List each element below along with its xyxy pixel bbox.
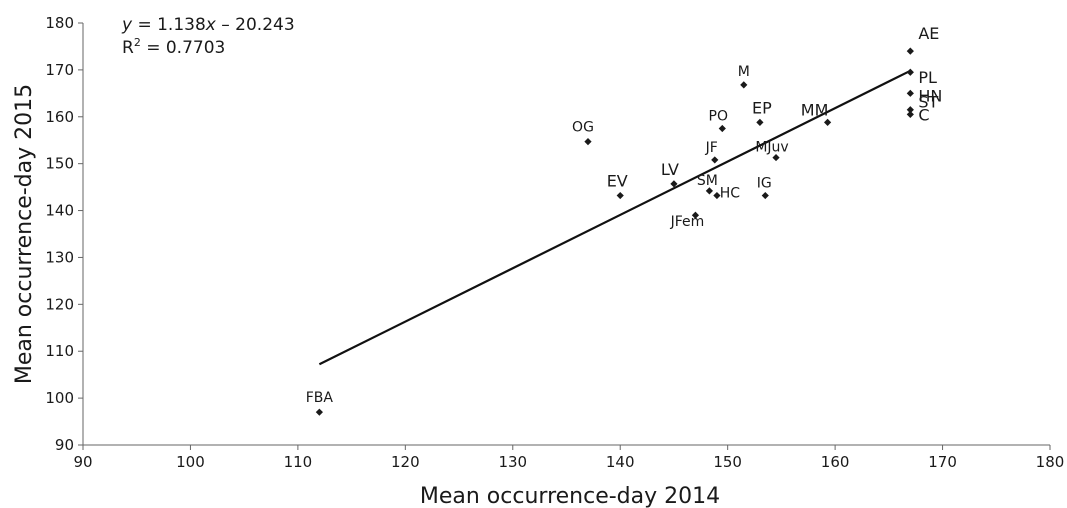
point-label-pl: PL <box>918 68 937 87</box>
trendline-group <box>318 69 911 366</box>
y-tick-label: 160 <box>45 108 74 126</box>
point-label-mjuv: MJuv <box>755 140 788 156</box>
y-axis-title: Mean occurrence-day 2015 <box>12 84 37 384</box>
point-label-ev: EV <box>607 172 628 191</box>
x-tick-label: 140 <box>606 453 635 471</box>
y-tick-label: 150 <box>45 155 74 173</box>
y-tick-label: 180 <box>45 14 74 32</box>
x-axis-title: Mean occurrence-day 2014 <box>420 484 720 508</box>
x-tick-label: 120 <box>391 453 420 471</box>
r-squared: R2 = 0.7703 <box>122 36 225 58</box>
r-squared-prefix: R <box>122 38 134 58</box>
data-point-ae <box>906 47 914 55</box>
data-point-ep <box>756 118 764 127</box>
equation-y-var: y <box>121 15 133 35</box>
data-point-ev <box>616 191 624 200</box>
data-point-fba <box>315 408 323 416</box>
point-label-jfem: JFem <box>670 214 705 230</box>
data-point-m <box>740 81 748 89</box>
y-tick-label: 120 <box>45 295 74 313</box>
data-point-mjuv <box>772 153 780 162</box>
x-tick-label: 180 <box>1036 453 1065 471</box>
point-label-hc: HC <box>720 186 741 202</box>
point-label-c: C <box>918 105 929 124</box>
data-point-sm <box>705 187 714 195</box>
y-tick-label: 100 <box>45 389 74 407</box>
x-tick-label: 110 <box>284 453 313 471</box>
data-point-jf <box>711 156 719 164</box>
axes: 90 100 110 120 130 140 150 160 170 180 90 100 110 120… <box>45 14 1064 471</box>
data-point-og <box>584 138 592 146</box>
point-label-jf: JF <box>705 140 718 156</box>
x-tick-label: 90 <box>73 453 92 471</box>
data-point-mm <box>823 118 832 127</box>
trendline <box>318 69 911 366</box>
y-tick-label: 130 <box>45 248 74 266</box>
r-squared-sup: 2 <box>134 36 141 49</box>
x-tick-label: 130 <box>498 453 527 471</box>
point-label-og: OG <box>572 120 594 136</box>
x-tick-label: 150 <box>713 453 742 471</box>
data-point-c <box>906 110 914 119</box>
point-label-po: PO <box>709 109 728 125</box>
y-tick-label: 140 <box>45 202 74 220</box>
point-label-ae: AE <box>918 24 939 43</box>
point-label-st: ST <box>918 93 938 112</box>
equation-intercept: – 20.243 <box>216 15 295 35</box>
equation-x-var: x <box>205 15 217 35</box>
data-point-hn <box>906 89 914 97</box>
data-points <box>315 47 914 416</box>
regression-equation: y = 1.138x – 20.243 <box>121 15 295 35</box>
equation-formula: = 1.138 <box>132 15 206 35</box>
data-point-pl <box>906 68 914 76</box>
point-label-ep: EP <box>752 98 772 117</box>
point-label-ig: IG <box>757 176 772 192</box>
y-tick-label: 170 <box>45 61 74 79</box>
data-point-st <box>906 106 914 114</box>
point-label-lv: LV <box>661 160 679 179</box>
point-label-fba: FBA <box>306 390 334 406</box>
data-point-ig <box>761 191 769 200</box>
x-tick-label: 160 <box>821 453 850 471</box>
data-point-po <box>718 124 726 133</box>
r-squared-value: = 0.7703 <box>141 38 226 58</box>
x-tick-label: 100 <box>176 453 205 471</box>
data-point-jfem <box>691 211 700 219</box>
point-label-hn: HN <box>918 86 942 105</box>
y-tick-label: 110 <box>45 342 74 360</box>
x-tick-label: 170 <box>928 453 957 471</box>
point-label-m: M <box>738 64 750 80</box>
data-point-hc <box>713 191 721 200</box>
point-label-mm: MM <box>801 100 829 119</box>
data-point-lv <box>670 180 678 188</box>
point-label-sm: SM <box>697 173 718 189</box>
point-labels: FBA OG EV LV JFem SM JF HC PO M EP IG MJuv MM AE PLHNST… <box>306 24 943 406</box>
y-tick-label: 90 <box>55 436 74 454</box>
